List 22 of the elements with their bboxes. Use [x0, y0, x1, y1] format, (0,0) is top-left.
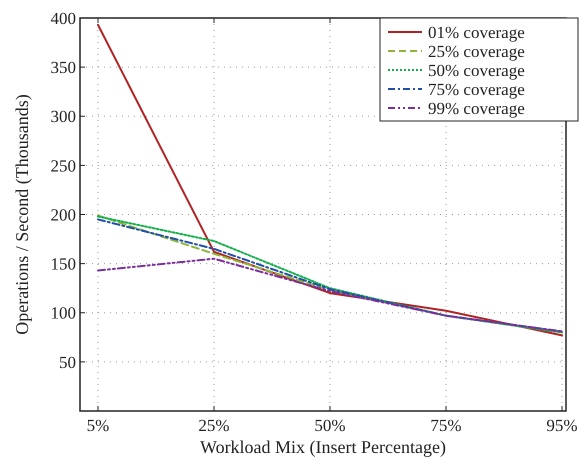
legend-label: 99% coverage — [428, 98, 525, 118]
x-axis-title: Workload Mix (Insert Percentage) — [200, 437, 446, 457]
x-tick-label: 50% — [314, 416, 346, 435]
x-tick-label: 25% — [198, 416, 230, 435]
y-tick-label: 150 — [50, 254, 76, 274]
legend-label: 25% coverage — [428, 42, 525, 61]
y-tick-label: 300 — [50, 107, 76, 126]
y-axis-title: Operations / Second (Thousands) — [12, 94, 32, 335]
legend-label: 75% coverage — [428, 80, 525, 99]
x-tick-label: 5% — [86, 416, 110, 435]
legend-label: 50% coverage — [428, 60, 525, 80]
y-tick-label: 400 — [50, 8, 76, 28]
y-tick-label: 250 — [50, 156, 76, 176]
y-tick-label: 200 — [50, 205, 76, 224]
y-tick-label: 50 — [59, 352, 76, 372]
line-series — [97, 24, 563, 336]
legend-label: 01% coverage — [428, 22, 525, 42]
line-series — [97, 258, 563, 332]
y-tick-label: 350 — [50, 58, 76, 78]
y-tick-label: 100 — [50, 304, 76, 323]
x-tick-label: 75% — [430, 416, 462, 435]
x-tick-label: 95% — [546, 416, 578, 435]
